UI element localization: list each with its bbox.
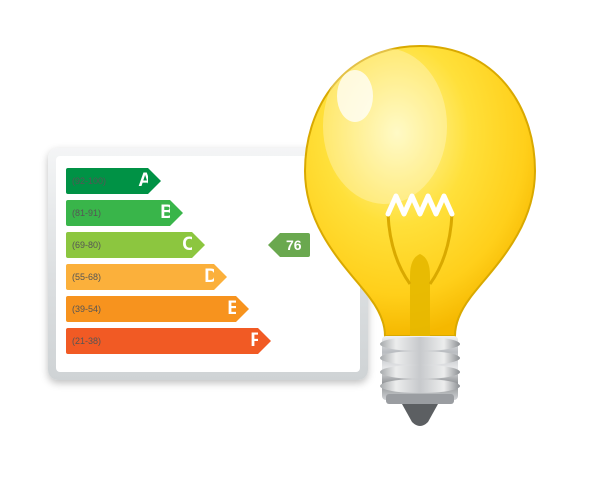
energy-bar: (69-80)C <box>66 232 192 258</box>
energy-bar-letter: C <box>182 234 196 256</box>
energy-bar-range: (69-80) <box>72 240 101 250</box>
energy-bar-letter: F <box>250 330 262 352</box>
energy-bar-letter: B <box>160 202 174 224</box>
energy-bar-range: (55-68) <box>72 272 101 282</box>
bulb-stem <box>410 254 430 336</box>
energy-bar-range: (21-38) <box>72 336 101 346</box>
energy-bar-letter: A <box>138 170 152 192</box>
bulb-base <box>380 336 460 426</box>
energy-bar-range: (81-91) <box>72 208 101 218</box>
energy-bar: (81-91)B <box>66 200 170 226</box>
energy-bar-range: (39-54) <box>72 304 101 314</box>
bulb-highlight-small <box>337 70 373 122</box>
light-bulb-icon <box>290 36 550 436</box>
energy-bar-range: (92-100) <box>72 176 106 186</box>
energy-bar: (92-100)A <box>66 168 148 194</box>
energy-bar: (39-54)E <box>66 296 236 322</box>
energy-bar-letter: E <box>227 298 240 320</box>
pointer-tip-icon <box>268 233 280 257</box>
energy-bar: (55-68)D <box>66 264 214 290</box>
energy-bar-letter: D <box>204 266 218 288</box>
energy-bar: (21-38)F <box>66 328 258 354</box>
bulb-highlight <box>323 48 447 204</box>
